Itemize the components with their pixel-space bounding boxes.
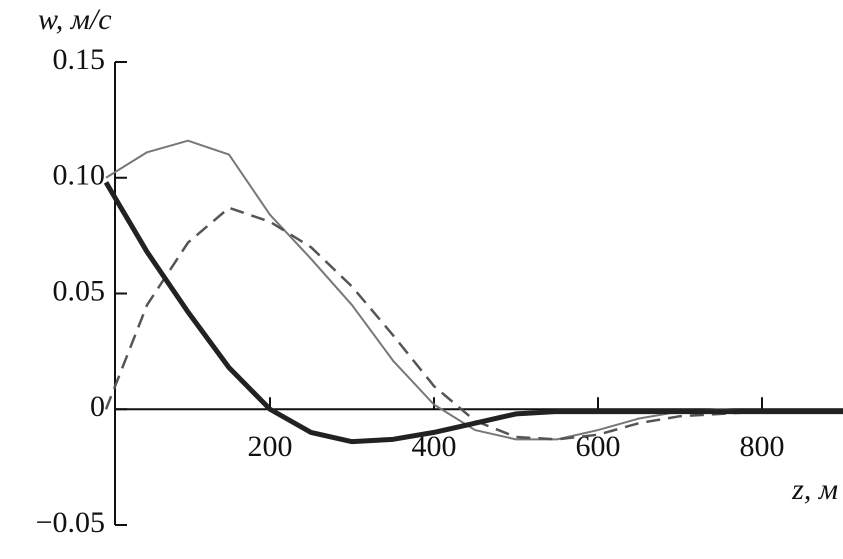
y-tick-label: 0.05	[53, 274, 106, 307]
series-line	[103, 181, 843, 445]
series-line	[105, 139, 843, 441]
y-axis-label: w, м/с	[38, 3, 112, 36]
x-tick-label: 600	[576, 430, 621, 463]
y-tick-label: 0.15	[53, 43, 106, 76]
series-line	[104, 206, 843, 441]
x-axis-label: z, м	[791, 473, 838, 506]
y-tick-label: 0.10	[53, 159, 106, 192]
x-tick-label: 800	[740, 430, 785, 463]
x-tick-label: 200	[248, 430, 293, 463]
y-tick-label: 0	[90, 390, 105, 423]
y-tick-label: −0.05	[36, 506, 105, 539]
